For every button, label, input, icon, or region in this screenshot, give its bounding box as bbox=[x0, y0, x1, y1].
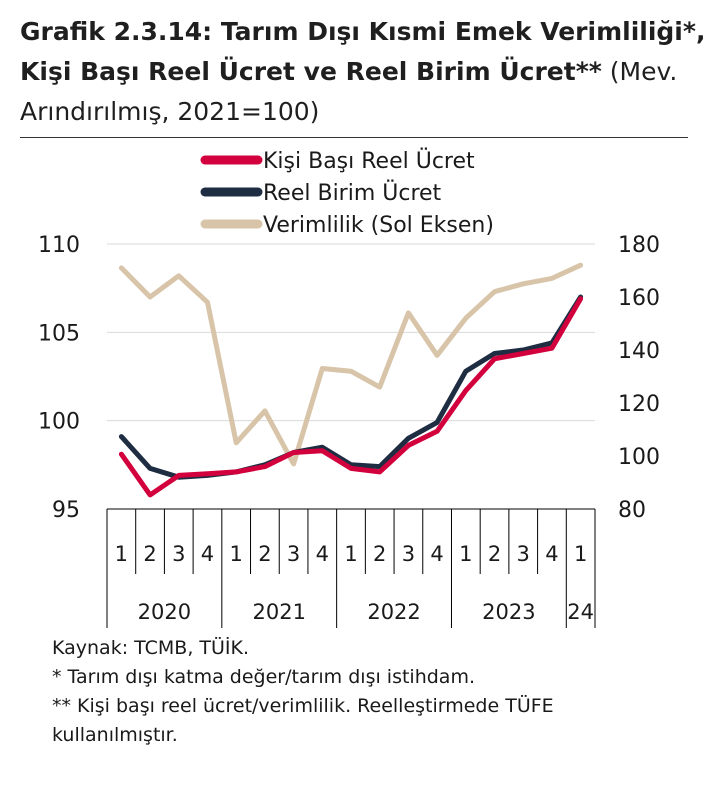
title-divider bbox=[20, 137, 688, 138]
x-year-label: 2021 bbox=[253, 600, 306, 624]
y-right-tick-label: 120 bbox=[618, 392, 660, 417]
x-quarter-label: 1 bbox=[459, 542, 472, 566]
chart-title-sub: (Mev. Arındırılmış, 2021=100) bbox=[20, 57, 678, 126]
y-left-tick-label: 100 bbox=[38, 410, 80, 435]
x-quarter-label: 3 bbox=[287, 542, 300, 566]
x-year-label: 2023 bbox=[482, 600, 535, 624]
legend-label: Kişi Başı Reel Ücret bbox=[263, 148, 475, 174]
series-line-kisi-basi-reel-ucret bbox=[118, 296, 584, 498]
x-quarter-label: 1 bbox=[574, 542, 587, 566]
y-left-tick-label: 110 bbox=[38, 233, 80, 258]
x-quarter-label: 4 bbox=[201, 542, 214, 566]
chart-title: Grafik 2.3.14: Tarım Dışı Kısmi Emek Ver… bbox=[20, 12, 710, 132]
footnote-2: ** Kişi başı reel ücret/verimlilik. Reel… bbox=[52, 695, 554, 717]
series-line-reel-birim-ucret bbox=[118, 294, 584, 480]
series-line-verimlilik bbox=[118, 262, 584, 467]
y-right-tick-label: 180 bbox=[618, 233, 660, 258]
legend-label: Reel Birim Ücret bbox=[263, 180, 442, 206]
footnote-source: Kaynak: TCMB, TÜİK. bbox=[52, 637, 250, 659]
x-quarter-label: 2 bbox=[258, 542, 271, 566]
x-quarter-label: 2 bbox=[143, 542, 156, 566]
footnote-1: * Tarım dışı katma değer/tarım dışı isti… bbox=[52, 666, 475, 688]
x-quarter-label: 3 bbox=[172, 542, 185, 566]
y-left-tick-label: 95 bbox=[52, 498, 80, 523]
x-year-label: 2022 bbox=[367, 600, 420, 624]
chart-title-main: Grafik 2.3.14: Tarım Dışı Kısmi Emek Ver… bbox=[20, 17, 706, 86]
x-quarter-label: 2 bbox=[373, 542, 386, 566]
y-right-tick-label: 100 bbox=[618, 445, 660, 470]
x-quarter-label: 4 bbox=[545, 542, 558, 566]
x-quarter-label: 1 bbox=[344, 542, 357, 566]
footnotes: Kaynak: TCMB, TÜİK. * Tarım dışı katma d… bbox=[52, 634, 554, 750]
x-year-label: 2020 bbox=[138, 600, 191, 624]
x-quarter-label: 3 bbox=[402, 542, 415, 566]
y-left-tick-label: 105 bbox=[38, 321, 80, 346]
x-quarter-label: 4 bbox=[316, 542, 329, 566]
x-year-label: 24 bbox=[567, 600, 594, 624]
y-right-tick-label: 140 bbox=[618, 339, 660, 364]
x-quarter-label: 1 bbox=[229, 542, 242, 566]
y-right-tick-label: 160 bbox=[618, 286, 660, 311]
legend-label: Verimlilik (Sol Eksen) bbox=[263, 213, 494, 238]
x-quarter-label: 2 bbox=[488, 542, 501, 566]
footnote-2-cont: kullanılmıştır. bbox=[52, 724, 178, 746]
x-quarter-label: 4 bbox=[430, 542, 443, 566]
x-quarter-label: 3 bbox=[517, 542, 530, 566]
x-quarter-label: 1 bbox=[115, 542, 128, 566]
y-right-tick-label: 80 bbox=[618, 498, 646, 523]
